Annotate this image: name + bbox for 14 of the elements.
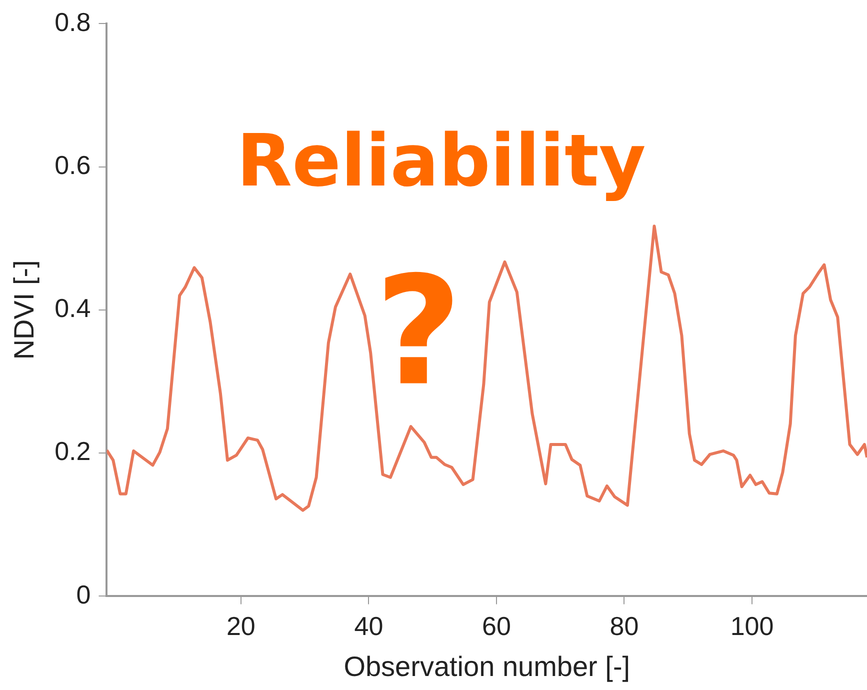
annotation: ? [374, 245, 462, 420]
annotation: Reliability [236, 118, 646, 202]
y-axis-title: NDVI [-] [8, 260, 40, 360]
x-axis-title: Observation number [-] [344, 650, 630, 682]
y-tick-label: 0 [76, 579, 91, 610]
x-tick-label: 20 [226, 610, 256, 641]
y-tick-label: 0.8 [54, 6, 91, 37]
x-tick-label: 60 [482, 610, 511, 641]
y-tick-label: 0.2 [54, 436, 91, 466]
y-tick-label: 0.4 [54, 293, 91, 324]
x-tick-label: 80 [610, 610, 639, 641]
y-tick-label: 0.6 [54, 150, 91, 180]
x-tick-label: 40 [354, 610, 384, 641]
x-tick-label: 100 [730, 610, 774, 641]
